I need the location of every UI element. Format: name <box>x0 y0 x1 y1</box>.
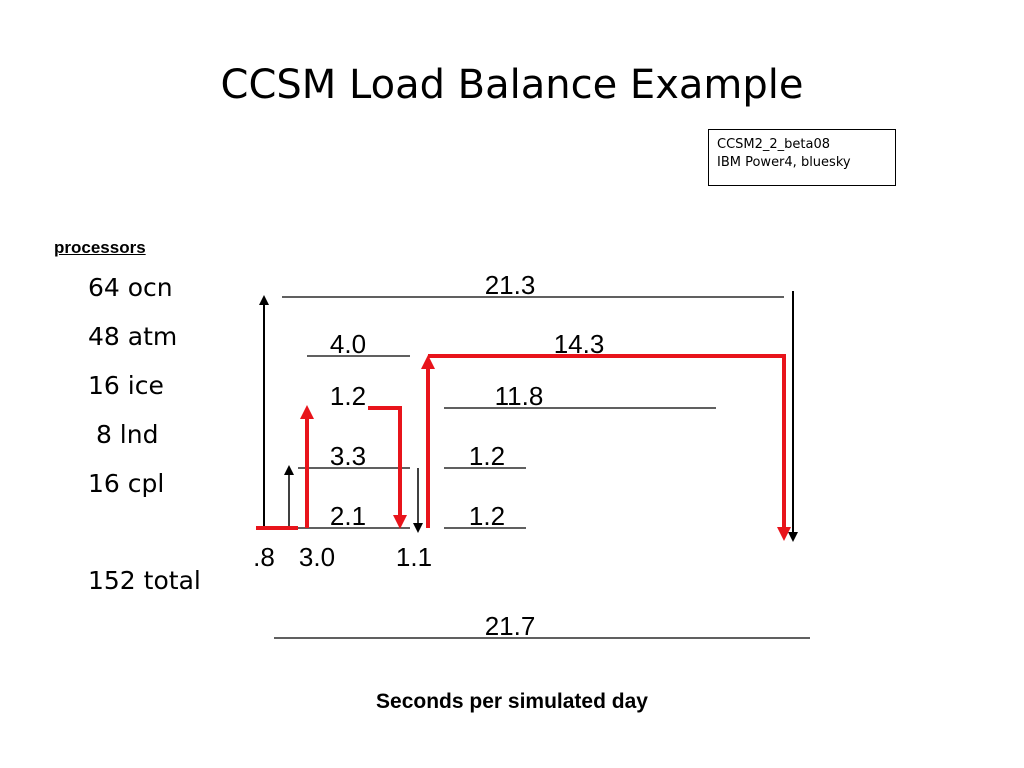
left-time-c: 1.1 <box>396 542 432 572</box>
red-atm-path-arrow <box>428 354 791 541</box>
lnd-time: 3.3 <box>330 441 366 471</box>
ice-span-time: 11.8 <box>495 381 544 411</box>
footer-caption: Seconds per simulated day <box>376 690 648 713</box>
ocn-top-time: 21.3 <box>485 270 536 300</box>
left-time-b: 3.0 <box>299 542 335 572</box>
info-box: CCSM2_2_beta08 IBM Power4, bluesky <box>708 129 896 186</box>
left-time-a: .8 <box>253 542 275 572</box>
processors-heading: processors <box>54 238 146 257</box>
ice-time: 1.2 <box>330 381 366 411</box>
info-box-line: CCSM2_2_beta08 <box>717 137 831 152</box>
processor-item-atm: 48 atm <box>88 322 178 351</box>
bottom-total-time: 21.7 <box>485 611 536 641</box>
ocn-mid-time: 14.3 <box>554 329 605 359</box>
processor-item-ocn: 64 ocn <box>88 273 173 302</box>
atm-time: 4.0 <box>330 329 366 359</box>
slide-title: CCSM Load Balance Example <box>220 62 804 108</box>
processor-item-ice: 16 ice <box>88 371 164 400</box>
lnd-span-time: 1.2 <box>469 441 505 471</box>
cpl-time: 2.1 <box>330 501 366 531</box>
info-box-line: IBM Power4, bluesky <box>717 155 851 170</box>
red-ice-down-arrow <box>368 406 407 529</box>
processor-item-lnd: 8 lnd <box>88 420 159 449</box>
processor-item-cpl: 16 cpl <box>88 469 165 498</box>
cpl-span-time: 1.2 <box>469 501 505 531</box>
processor-total: 152 total <box>88 566 201 595</box>
